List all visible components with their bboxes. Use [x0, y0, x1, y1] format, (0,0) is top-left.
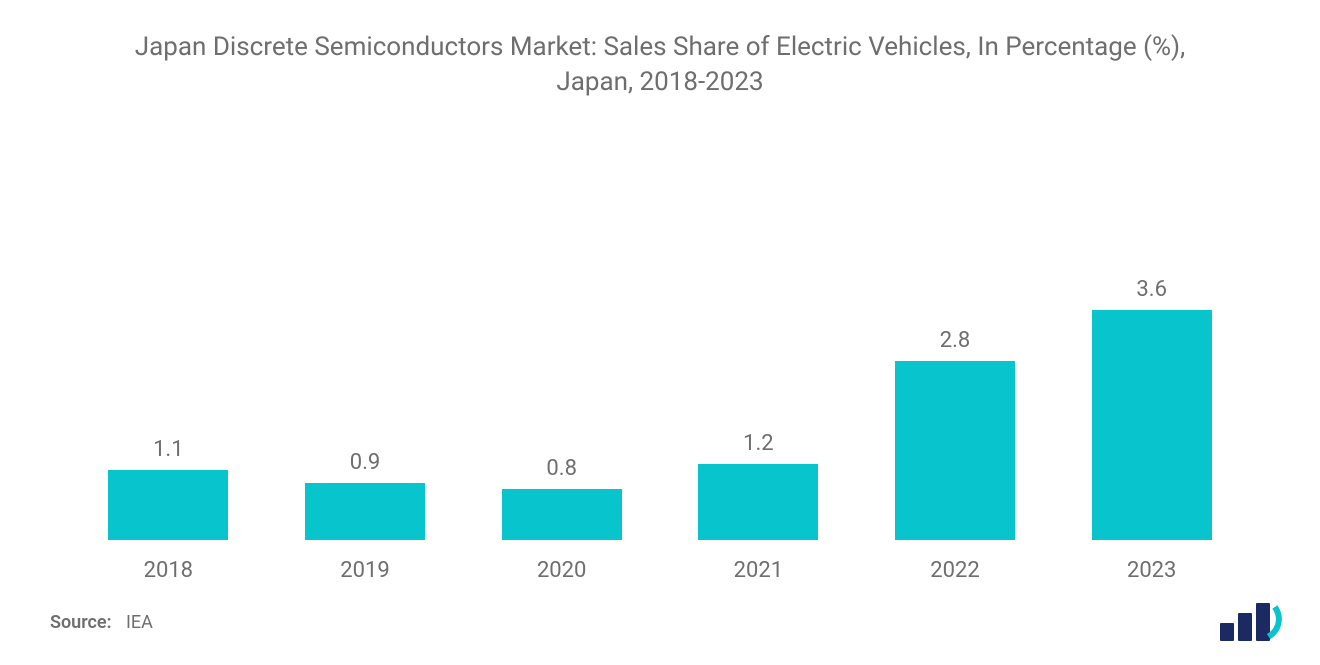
bar-value-label: 0.9 [350, 450, 381, 475]
bar-value-label: 0.8 [546, 456, 577, 481]
plot-area: 1.1 0.9 0.8 1.2 2.8 3.6 [50, 160, 1270, 540]
bar-group: 1.2 [660, 160, 857, 540]
title-line-1: Japan Discrete Semiconductors Market: Sa… [50, 30, 1270, 65]
x-axis-label: 2019 [267, 558, 464, 583]
chart-container: Japan Discrete Semiconductors Market: Sa… [0, 0, 1320, 665]
bar [305, 483, 425, 541]
x-axis-label: 2020 [463, 558, 660, 583]
chart-title: Japan Discrete Semiconductors Market: Sa… [50, 30, 1270, 100]
bar-group: 0.8 [463, 160, 660, 540]
x-axis-label: 2022 [857, 558, 1054, 583]
bar-group: 0.9 [267, 160, 464, 540]
bar [502, 489, 622, 540]
bar-value-label: 3.6 [1136, 277, 1167, 302]
bar-group: 3.6 [1053, 160, 1250, 540]
x-axis-label: 2018 [70, 558, 267, 583]
bar-value-label: 1.2 [743, 431, 774, 456]
x-axis-label: 2023 [1053, 558, 1250, 583]
title-line-2: Japan, 2018-2023 [50, 65, 1270, 100]
bar-value-label: 1.1 [153, 437, 184, 462]
source-label: Source: [50, 612, 112, 633]
source-citation: Source: IEA [50, 612, 153, 633]
source-value: IEA [126, 612, 153, 633]
bar [108, 470, 228, 540]
logo-bar-icon [1256, 603, 1270, 641]
x-axis-label: 2021 [660, 558, 857, 583]
bar [698, 464, 818, 541]
brand-logo [1220, 603, 1270, 641]
bar [895, 361, 1015, 540]
chart-footer: Source: IEA [50, 603, 1270, 641]
bar-group: 2.8 [857, 160, 1054, 540]
x-axis-labels: 201820192020202120222023 [50, 558, 1270, 583]
bar-group: 1.1 [70, 160, 267, 540]
bar [1092, 310, 1212, 540]
bar-value-label: 2.8 [940, 328, 971, 353]
logo-bar-icon [1238, 613, 1252, 641]
logo-bar-icon [1220, 623, 1234, 641]
